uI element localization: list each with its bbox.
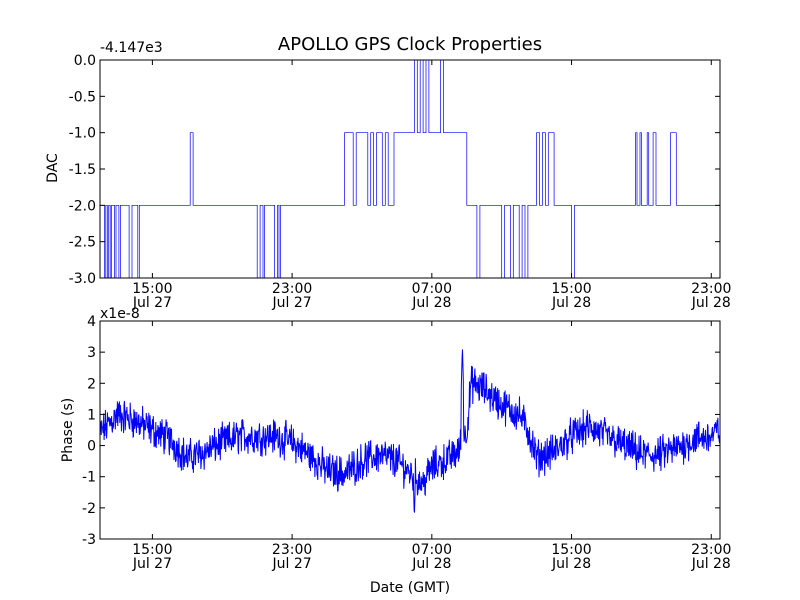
x-tick-time: 15:00 bbox=[551, 281, 591, 297]
y-tick-label: 4 bbox=[87, 314, 96, 330]
phase-offset-label: x1e-8 bbox=[100, 306, 140, 322]
x-tick-time: 07:00 bbox=[412, 281, 452, 297]
x-tick-date: Jul 27 bbox=[272, 295, 312, 311]
phase-ylabel: Phase (s) bbox=[60, 398, 76, 462]
x-tick-date: Jul 28 bbox=[551, 295, 591, 311]
x-tick-date: Jul 28 bbox=[411, 556, 451, 572]
x-tick-date: Jul 27 bbox=[132, 295, 172, 311]
x-tick-date: Jul 27 bbox=[132, 556, 172, 572]
y-tick-label: 2 bbox=[87, 376, 96, 392]
x-tick-time: 15:00 bbox=[132, 281, 172, 297]
phase-series-line bbox=[99, 349, 721, 513]
x-tick-time: 23:00 bbox=[691, 542, 731, 558]
dac-ylabel: DAC bbox=[45, 153, 61, 183]
y-tick-label: -2.5 bbox=[69, 235, 96, 251]
phase-axes-frame bbox=[99, 320, 721, 540]
x-tick-date: Jul 28 bbox=[691, 295, 731, 311]
phase-xlabel: Date (GMT) bbox=[370, 580, 450, 596]
dac-offset-label: -4.147e3 bbox=[100, 40, 163, 56]
x-tick-time: 07:00 bbox=[412, 542, 452, 558]
y-tick-label: -1 bbox=[82, 470, 96, 486]
dac-axes-frame bbox=[99, 59, 721, 279]
x-tick-time: 15:00 bbox=[132, 542, 172, 558]
y-tick-label: -2 bbox=[82, 501, 96, 517]
phase-plot-area bbox=[99, 349, 721, 513]
x-tick-time: 23:00 bbox=[691, 281, 731, 297]
dac-axes: -4.147e3 DAC 0.0 -0.5 -1.0 -1.5 -2.0 -2.5 -3.0… bbox=[45, 40, 731, 311]
y-tick-label: -2.0 bbox=[69, 198, 96, 214]
y-tick-label: 0.0 bbox=[74, 53, 96, 69]
y-tick-label: 3 bbox=[87, 345, 96, 361]
y-tick-label: -3 bbox=[82, 532, 96, 548]
y-tick-label: -0.5 bbox=[69, 89, 96, 105]
x-tick-time: 23:00 bbox=[272, 281, 312, 297]
x-tick-time: 23:00 bbox=[272, 542, 312, 558]
phase-axes: x1e-8 Phase (s) Date (GMT) 4 3 2 1 0 -1 -2 -3 15… bbox=[60, 306, 731, 596]
y-tick-label: 1 bbox=[87, 407, 96, 423]
x-tick-date: Jul 28 bbox=[411, 295, 451, 311]
x-tick-date: Jul 27 bbox=[272, 556, 312, 572]
x-tick-date: Jul 28 bbox=[551, 556, 591, 572]
y-tick-label: -3.0 bbox=[69, 271, 96, 287]
x-tick-date: Jul 28 bbox=[691, 556, 731, 572]
y-tick-label: -1.5 bbox=[69, 162, 96, 178]
y-tick-label: -1.0 bbox=[69, 126, 96, 142]
x-tick-time: 15:00 bbox=[551, 542, 591, 558]
chart-title: APOLLO GPS Clock Properties bbox=[278, 34, 542, 55]
y-tick-label: 0 bbox=[87, 439, 96, 455]
